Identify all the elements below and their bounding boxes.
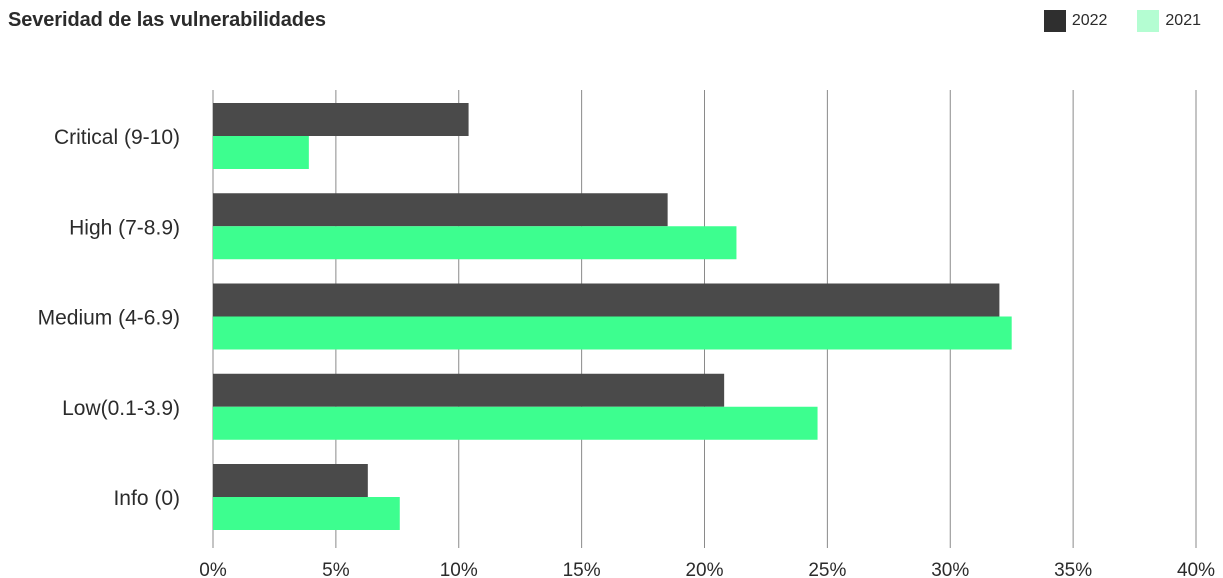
legend-label-2022: 2022 (1071, 12, 1108, 29)
bar-2022 (213, 193, 668, 227)
legend-swatch-2021 (1137, 10, 1160, 32)
bar-2021 (213, 226, 737, 260)
legend-item-2022: 2022 (1043, 10, 1108, 32)
legend-swatch-2022 (1043, 10, 1066, 32)
bar-2022 (213, 373, 725, 407)
legend-item-2021: 2021 (1137, 10, 1201, 32)
x-tick-label: 30% (931, 560, 969, 578)
bar-2021 (213, 316, 1012, 350)
category-label: Medium (4-6.9) (38, 307, 180, 330)
x-tick-label: 20% (685, 560, 723, 578)
bar-2021 (213, 497, 400, 530)
x-tick-label: 15% (563, 560, 601, 578)
legend-label-2021: 2021 (1165, 12, 1201, 29)
bar-2021 (213, 136, 309, 169)
category-label: Info (0) (113, 487, 180, 510)
chart-title: Severidad de las vulnerabilidades (8, 9, 326, 31)
x-tick-label: 0% (199, 560, 227, 578)
x-tick-label: 35% (1054, 560, 1092, 578)
legend: 2022 2021 (1014, 10, 1201, 32)
x-tick-label: 25% (808, 560, 846, 578)
x-tick-label: 10% (440, 560, 478, 578)
x-tick-label: 5% (322, 560, 350, 578)
category-label: Critical (9-10) (54, 126, 180, 149)
bar-2021 (213, 406, 818, 440)
x-tick-label: 40% (1177, 560, 1215, 578)
bar-2022 (213, 103, 469, 136)
category-label: High (7-8.9) (69, 216, 180, 239)
bar-2022 (213, 283, 1000, 317)
category-label: Low(0.1-3.9) (62, 397, 180, 420)
bar-2022 (213, 464, 368, 497)
